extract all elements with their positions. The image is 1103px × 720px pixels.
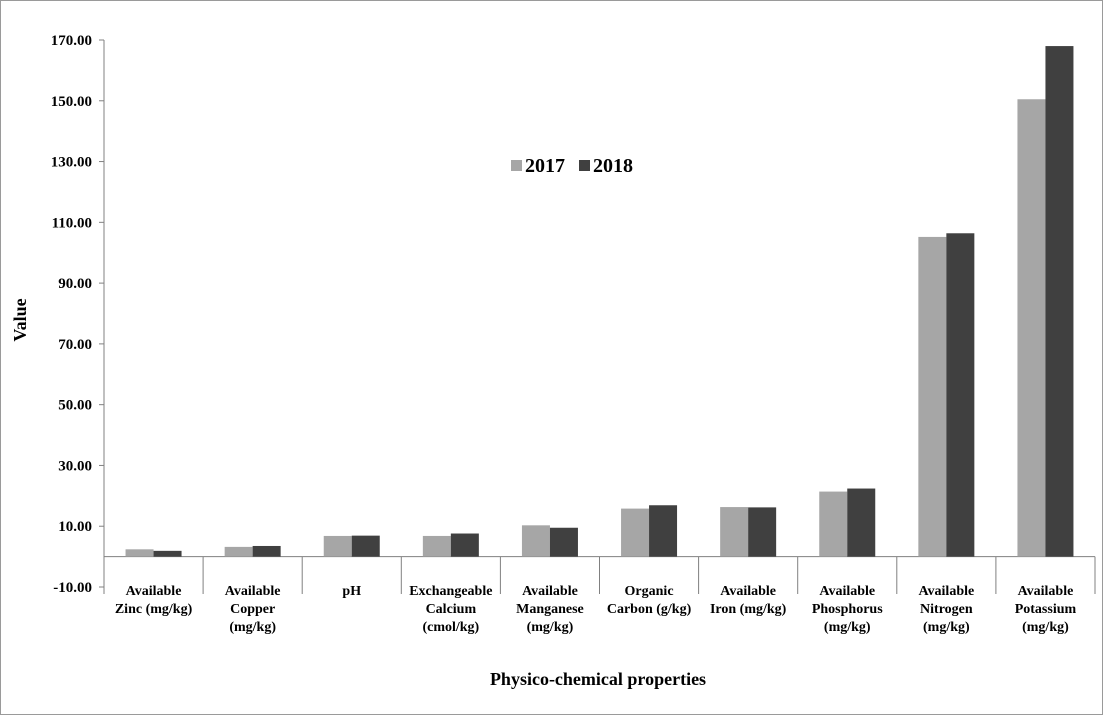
bar-2018 [450, 533, 479, 557]
x-tick-label-line: Carbon (g/kg) [607, 602, 692, 617]
bar-2018 [153, 550, 182, 557]
bar-2017 [720, 507, 749, 557]
y-tick-label: 90.00 [58, 276, 92, 292]
y-axis-title: Value [10, 298, 30, 341]
x-tick-label-line: Exchangeable [409, 584, 492, 599]
bar-2017 [819, 491, 848, 557]
x-tick-label: Available Copper (mg/kg) [225, 584, 281, 635]
bar-2018 [252, 545, 281, 557]
x-tick-label-line: Zinc (mg/kg) [115, 602, 193, 617]
bar-2017 [1017, 99, 1046, 557]
legend-label-2017: 2017 [525, 155, 565, 177]
x-tick-label-line: Available [126, 584, 182, 599]
x-axis-title: Physico-chemical properties [490, 669, 706, 689]
x-tick-label: Available Phosphorus (mg/kg) [812, 584, 883, 635]
legend-swatch-2017 [511, 160, 522, 171]
bar-2018 [351, 535, 380, 557]
bar-2018 [649, 505, 678, 557]
y-tick-label: 50.00 [58, 398, 92, 414]
x-tick-label-line: Available [720, 584, 776, 599]
x-tick-label-line: Available [225, 584, 281, 599]
x-tick-label: Available Manganese (mg/kg) [516, 584, 584, 635]
bar-2017 [323, 535, 352, 557]
x-tick-label-line: (mg/kg) [824, 620, 871, 635]
x-tick-label-line: Nitrogen [920, 602, 973, 617]
y-tick-label: 10.00 [58, 519, 92, 535]
x-tick-label-line: (mg/kg) [229, 620, 276, 635]
x-tick-label-line: Iron (mg/kg) [710, 602, 787, 617]
x-tick-label-line: Manganese [516, 602, 584, 617]
x-tick-label-line: Available [819, 584, 875, 599]
x-tick-label-line: pH [342, 584, 361, 599]
bar-2017 [621, 508, 650, 557]
x-tick-label-line: (cmol/kg) [422, 620, 479, 635]
y-tick-label: 110.00 [52, 215, 92, 231]
x-tick-label-line: (mg/kg) [527, 620, 574, 635]
x-tick-label: Organic Carbon (g/kg) [607, 584, 692, 617]
x-tick-label: pH [342, 584, 361, 599]
labels-layer: Available Zinc (mg/kg) Available Copper (mg/… [115, 584, 1077, 635]
y-tick-label: 130.00 [51, 155, 92, 171]
x-tick-label-line: (mg/kg) [1022, 620, 1069, 635]
bar-2017 [224, 546, 253, 557]
bar-2017 [125, 549, 154, 557]
legend-swatch-2018 [579, 160, 590, 171]
x-tick-label: Exchangeable Calcium (cmol/kg) [409, 584, 492, 635]
legend: 2017 2018 [511, 155, 633, 177]
x-tick-label-line: Potassium [1015, 602, 1077, 617]
y-tick-label: 70.00 [58, 337, 92, 353]
x-tick-label: Available Zinc (mg/kg) [115, 584, 193, 617]
x-tick-label-line: (mg/kg) [923, 620, 970, 635]
legend-label-2018: 2018 [593, 155, 633, 177]
bar-2017 [918, 236, 947, 557]
bar-2017 [521, 525, 550, 557]
bar-2018 [946, 233, 975, 557]
bars-layer [125, 46, 1074, 557]
x-tick-label-line: Available [1018, 584, 1074, 599]
x-tick-label-line: Copper [230, 602, 275, 617]
x-tick-label-line: Calcium [426, 602, 477, 617]
bar-2017 [422, 535, 451, 557]
x-tick-label: Available Iron (mg/kg) [710, 584, 787, 617]
x-tick-label-line: Available [522, 584, 578, 599]
x-tick-label: Available Potassium (mg/kg) [1015, 584, 1077, 635]
x-tick-label-line: Organic [625, 584, 674, 599]
x-tick-label-line: Phosphorus [812, 602, 883, 617]
bar-2018 [748, 507, 777, 557]
bar-2018 [549, 527, 578, 557]
x-tick-label-line: Available [918, 584, 974, 599]
bar-2018 [847, 488, 876, 557]
x-tick-label: Available Nitrogen (mg/kg) [918, 584, 974, 635]
y-tick-label: 150.00 [51, 94, 92, 110]
y-tick-label: -10.00 [53, 580, 92, 596]
y-tick-label: 30.00 [58, 458, 92, 474]
y-tick-label: 170.00 [51, 33, 92, 49]
bar-2018 [1045, 46, 1074, 557]
